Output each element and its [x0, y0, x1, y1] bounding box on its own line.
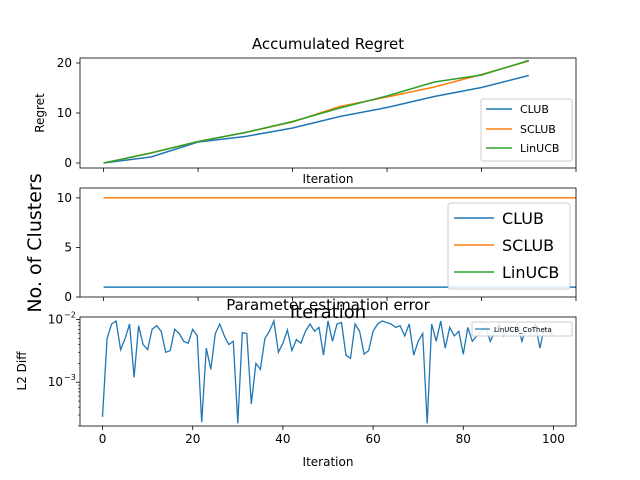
y-tick-exponent: −2	[64, 311, 76, 320]
y-tick-label: 0	[64, 290, 72, 304]
series-line-linucb	[103, 59, 530, 164]
regret-plot: Accumulated Regret 0 10 20 Iteration Regre…	[33, 35, 577, 186]
regret-legend: CLUB SCLUB LinUCB	[480, 98, 573, 162]
legend-label-linucb: LinUCB	[520, 142, 559, 155]
clusters-legend: CLUB SCLUB LinUCB	[447, 202, 571, 290]
regret-xlabel: Iteration	[303, 172, 354, 186]
regret-ylabel: Regret	[33, 93, 47, 133]
regret-title: Accumulated Regret	[252, 35, 404, 53]
y-tick-label: 10	[57, 106, 72, 120]
regret-series	[103, 59, 530, 164]
error-xlabel: Iteration	[303, 455, 354, 469]
x-tick-label: 60	[365, 432, 380, 446]
clusters-plot: 0 5 10 No. of Clusters CLUB SCLUB LinUCB	[24, 173, 577, 313]
y-tick-label: 10	[48, 375, 63, 389]
error-y-ticks: 10−310−2	[48, 311, 80, 389]
y-tick-label: 10	[57, 191, 72, 205]
error-minor-ticks	[78, 322, 80, 427]
x-tick-label: 20	[185, 432, 200, 446]
y-tick-label: 5	[64, 240, 72, 254]
x-tick-label: 40	[275, 432, 290, 446]
clusters-legend-box	[447, 202, 571, 290]
y-tick-label: 20	[57, 56, 72, 70]
x-tick-label: 0	[99, 432, 107, 446]
error-title: Parameter estimation error	[226, 296, 430, 314]
error-plot: Parameter estimation error Iteration 10−…	[15, 296, 577, 469]
regret-y-ticks: 0 10 20	[57, 56, 80, 170]
x-tick-label: 80	[456, 432, 471, 446]
error-legend-box	[471, 321, 573, 337]
clusters-y-ticks: 0 5 10	[57, 191, 80, 304]
legend-label-club-large: CLUB	[502, 209, 544, 228]
legend-label-linucb-cotheta: LinUCB_CoTheta	[494, 326, 552, 334]
error-axes-frame	[79, 316, 577, 427]
error-x-ticks: 0 20 40 60 80 100	[99, 426, 565, 446]
legend-label-sclub: SCLUB	[520, 123, 556, 136]
y-tick-label: 10	[48, 313, 63, 327]
error-legend: LinUCB_CoTheta	[471, 321, 573, 337]
y-tick-exponent: −3	[64, 373, 76, 382]
y-tick-label: 0	[64, 156, 72, 170]
regret-legend-box	[480, 98, 573, 162]
clusters-x-ticks	[103, 297, 577, 301]
legend-label-sclub-large: SCLUB	[502, 236, 554, 255]
clusters-axes-frame	[79, 187, 577, 298]
x-tick-label: 100	[542, 432, 565, 446]
legend-label-club: CLUB	[520, 103, 549, 116]
legend-label-linucb-large: LinUCB	[502, 263, 559, 282]
overlapping-xlabel: Iteration	[290, 302, 366, 323]
error-ylabel: L2 Diff	[15, 351, 29, 391]
regret-x-ticks	[103, 168, 577, 172]
series-line-club	[103, 74, 529, 164]
clusters-ylabel: No. of Clusters	[24, 173, 46, 312]
